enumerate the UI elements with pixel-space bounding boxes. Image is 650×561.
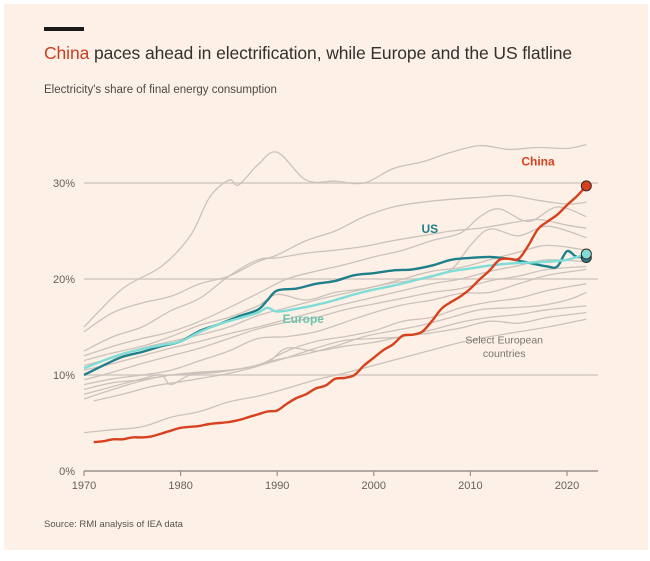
series-line-country-f — [83, 244, 587, 367]
series-line-country-l — [83, 305, 587, 400]
series-line-china — [93, 185, 588, 444]
x-tick-label: 2010 — [458, 480, 482, 492]
series-line-country-n — [83, 318, 587, 434]
y-tick-label: 30% — [53, 178, 75, 190]
series-line-country-d — [83, 206, 587, 357]
series-line-europe — [83, 252, 587, 370]
series-line-country-a — [83, 143, 587, 328]
title-accent-bar — [44, 27, 84, 31]
x-tick-label: 2000 — [362, 480, 386, 492]
series-line-country-i — [83, 268, 587, 386]
x-tick-label: 1990 — [265, 480, 289, 492]
annotations: China US Europe Select European countries — [283, 155, 555, 360]
y-tick-label: 10% — [53, 370, 75, 382]
annotation-countries: countries — [483, 348, 526, 360]
title-highlight: China — [44, 43, 90, 63]
y-tick-label: 0% — [59, 466, 75, 478]
chart-subtitle: Electricity's share of final energy cons… — [44, 84, 277, 96]
chart-title: China paces ahead in electrification, wh… — [44, 43, 572, 64]
series-line-country-m — [93, 311, 587, 402]
highlight-lines — [83, 180, 592, 444]
series-line-country-b — [83, 194, 587, 333]
series-line-country-h — [83, 265, 587, 381]
end-marker-europe — [580, 248, 592, 260]
annotation-countries: Select European — [465, 334, 543, 346]
x-tick-label: 2020 — [555, 480, 579, 492]
y-tick-label: 20% — [53, 274, 75, 286]
end-marker-china — [580, 180, 592, 192]
source-note: Source: RMI analysis of IEA data — [44, 519, 183, 530]
series-line-country-c — [83, 218, 587, 352]
y-axis-labels: 0% 10% 20% 30% — [53, 178, 75, 478]
x-tick-label: 1970 — [72, 480, 96, 492]
context-lines — [83, 143, 587, 434]
x-axis: 1970 1980 1990 2000 2010 2020 — [72, 470, 598, 492]
x-tick-label: 1980 — [168, 480, 192, 492]
series-line-country-g — [83, 259, 587, 371]
series-line-country-e — [83, 225, 587, 362]
annotation-europe: Europe — [283, 312, 325, 326]
annotation-us: US — [421, 222, 438, 236]
title-text: paces ahead in electrification, while Eu… — [89, 43, 573, 63]
annotation-china: China — [521, 155, 555, 169]
